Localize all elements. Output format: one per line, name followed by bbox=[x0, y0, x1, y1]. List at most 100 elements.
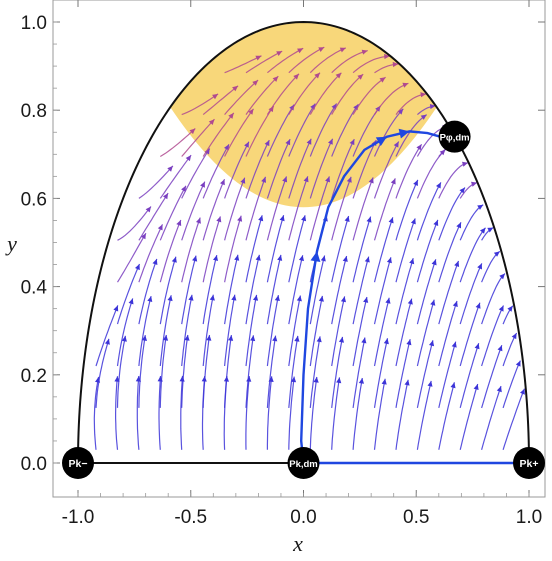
stream-arrow bbox=[340, 296, 346, 303]
streamline bbox=[331, 377, 341, 450]
stream-arrow bbox=[397, 108, 404, 115]
stream-arrow bbox=[176, 220, 182, 226]
streamline bbox=[181, 294, 193, 367]
stream-arrow bbox=[338, 336, 344, 343]
streamline bbox=[138, 335, 146, 408]
streamline bbox=[395, 179, 419, 241]
stream-arrow bbox=[318, 295, 324, 302]
stream-arrow bbox=[384, 53, 390, 60]
stream-arrow bbox=[386, 257, 392, 264]
stream-arrow bbox=[480, 227, 486, 234]
critical-point-label: Pk− bbox=[69, 458, 88, 470]
streamlines bbox=[93, 46, 526, 450]
streamline bbox=[158, 375, 162, 450]
stream-arrow bbox=[261, 176, 266, 183]
stream-arrow bbox=[325, 176, 330, 183]
streamline bbox=[416, 340, 434, 409]
streamline bbox=[181, 148, 211, 199]
stream-arrow bbox=[385, 297, 391, 304]
streamline bbox=[288, 103, 316, 157]
streamline bbox=[395, 218, 416, 283]
streamline bbox=[180, 375, 184, 450]
streamline bbox=[309, 103, 338, 157]
x-tick-label: -0.5 bbox=[174, 507, 207, 528]
y-tick-label: 0.0 bbox=[21, 454, 47, 475]
stream-arrow bbox=[511, 333, 517, 340]
streamline bbox=[352, 216, 372, 283]
stream-arrow bbox=[200, 181, 205, 188]
streamline bbox=[481, 385, 502, 450]
stream-arrow bbox=[114, 376, 120, 382]
stream-arrow bbox=[279, 215, 285, 222]
streamline bbox=[416, 380, 432, 450]
streamline bbox=[224, 79, 259, 115]
y-tick-label: 0.8 bbox=[21, 101, 47, 122]
streamline bbox=[266, 73, 300, 115]
stream-arrow bbox=[252, 80, 259, 86]
stream-arrow bbox=[113, 305, 119, 312]
streamline bbox=[266, 104, 295, 157]
streamline bbox=[309, 47, 347, 74]
stream-arrow bbox=[167, 295, 173, 302]
stream-arrow bbox=[402, 82, 409, 88]
streamline bbox=[288, 255, 304, 325]
streamline bbox=[116, 335, 126, 408]
streamline bbox=[288, 138, 312, 199]
stream-arrow bbox=[135, 264, 140, 271]
streamline bbox=[159, 128, 196, 158]
stream-arrow bbox=[381, 378, 387, 385]
stream-arrow bbox=[450, 382, 456, 389]
streamline bbox=[266, 254, 282, 325]
y-tick-label: 1.0 bbox=[21, 13, 47, 34]
stream-arrow bbox=[121, 335, 127, 342]
stream-arrow bbox=[451, 341, 457, 348]
streamline bbox=[95, 305, 119, 367]
streamline bbox=[352, 256, 370, 325]
streamline bbox=[266, 294, 279, 367]
streamline bbox=[202, 216, 221, 283]
stream-arrow bbox=[357, 74, 364, 80]
stream-arrow bbox=[209, 294, 215, 301]
streamline bbox=[481, 273, 506, 325]
stream-arrow bbox=[320, 255, 326, 262]
streamline bbox=[288, 46, 325, 74]
streamline bbox=[309, 295, 323, 367]
streamline bbox=[331, 215, 350, 283]
stream-arrow bbox=[285, 139, 291, 146]
stream-arrow bbox=[272, 335, 278, 342]
streamline bbox=[373, 338, 389, 408]
stream-arrow bbox=[140, 233, 146, 240]
streamline bbox=[481, 345, 503, 409]
streamline bbox=[224, 141, 250, 199]
streamline bbox=[481, 305, 505, 367]
streamline bbox=[352, 55, 390, 74]
streamline bbox=[438, 187, 466, 241]
streamline bbox=[266, 176, 288, 241]
streamline bbox=[331, 138, 355, 199]
trajectory-arrow bbox=[398, 128, 410, 139]
streamline bbox=[352, 139, 377, 199]
y-tick-label: 0.6 bbox=[21, 189, 47, 210]
x-tick-label: -1.0 bbox=[62, 507, 95, 528]
stream-arrow bbox=[282, 176, 288, 183]
trajectory-arrow bbox=[310, 251, 321, 262]
streamline bbox=[245, 176, 267, 241]
stream-arrow bbox=[171, 256, 177, 263]
stream-arrow bbox=[248, 108, 254, 115]
streamline bbox=[202, 178, 226, 241]
stream-arrow bbox=[366, 216, 372, 223]
streamline bbox=[159, 185, 187, 241]
streamline bbox=[138, 224, 164, 283]
stream-arrow bbox=[339, 47, 346, 53]
stream-arrow bbox=[128, 298, 134, 305]
stream-arrow bbox=[204, 148, 210, 155]
stream-arrow bbox=[413, 179, 418, 186]
streamline bbox=[331, 176, 352, 241]
stream-arrow bbox=[297, 48, 304, 54]
streamline bbox=[373, 108, 404, 157]
streamline bbox=[159, 334, 167, 408]
streamline bbox=[459, 383, 479, 450]
streamline bbox=[438, 260, 460, 325]
stream-arrow bbox=[167, 165, 173, 172]
stream-arrow bbox=[473, 384, 479, 390]
